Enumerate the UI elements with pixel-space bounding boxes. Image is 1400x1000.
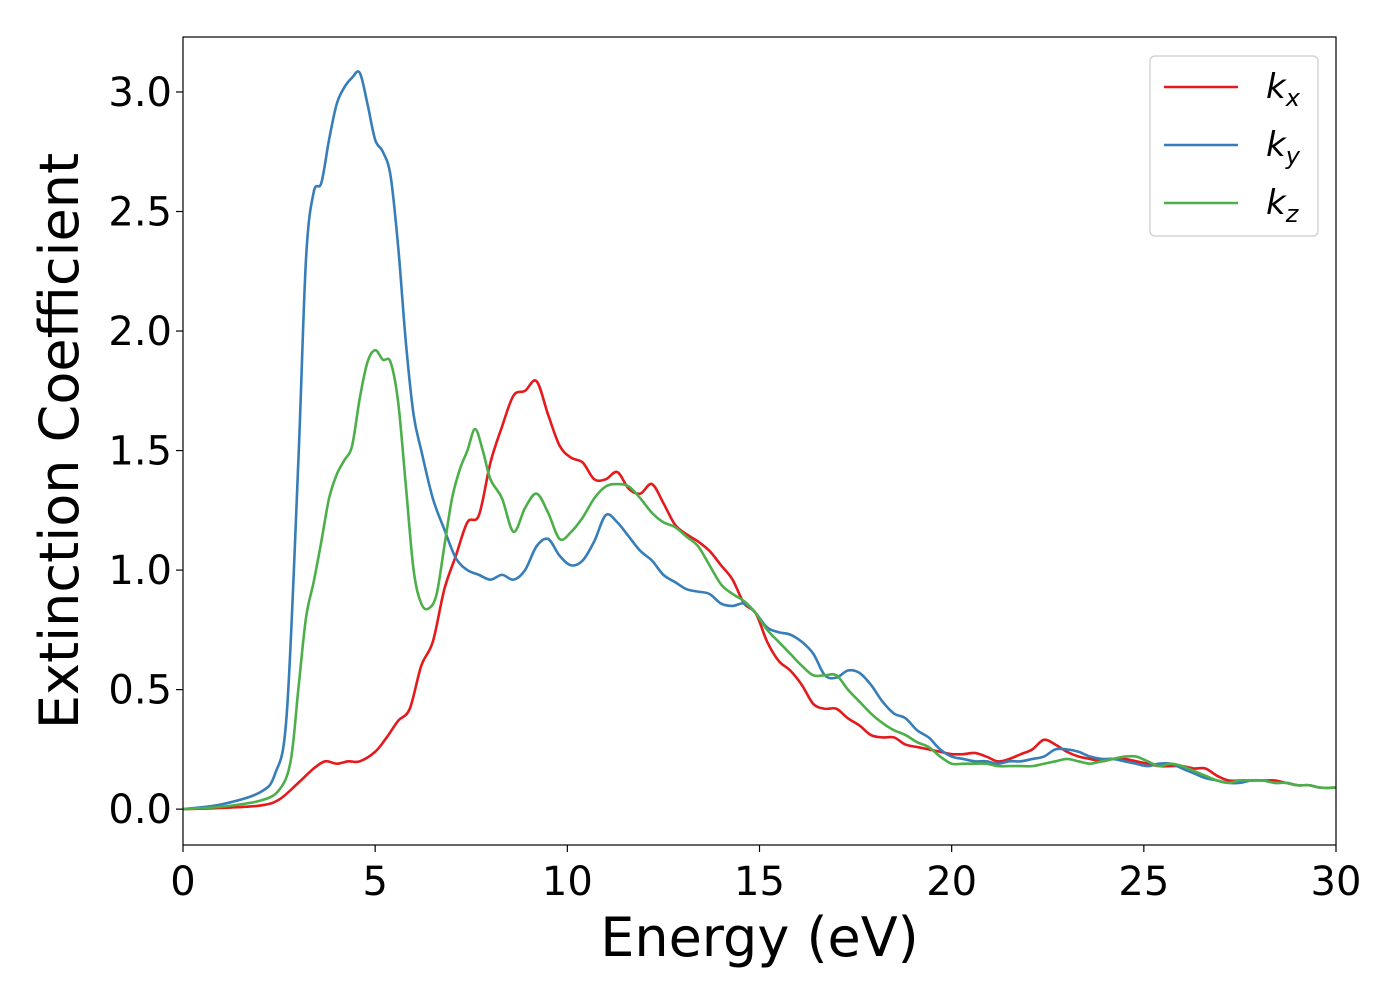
x-tick-label: 10 bbox=[542, 859, 593, 905]
y-tick-label: 0.0 bbox=[108, 787, 172, 833]
y-tick-label: 2.5 bbox=[108, 190, 172, 236]
x-tick-label: 30 bbox=[1311, 859, 1362, 905]
legend-label-ky: ky bbox=[1266, 125, 1301, 170]
series-line-kz bbox=[182, 348, 1337, 811]
y-tick-label: 3.0 bbox=[108, 70, 172, 116]
y-tick-label: 1.5 bbox=[108, 429, 172, 475]
y-axis-label: Extinction Coefficient bbox=[28, 153, 91, 729]
y-tick-label: 1.0 bbox=[108, 548, 172, 594]
series-line-ky bbox=[182, 70, 1337, 811]
x-tick-label: 20 bbox=[926, 859, 977, 905]
y-tick-label: 2.0 bbox=[108, 309, 172, 355]
series-layer bbox=[182, 70, 1337, 811]
plot-background bbox=[183, 37, 1336, 845]
x-axis-ticks: 0 5 10 15 20 25 30 bbox=[170, 845, 1361, 905]
x-tick-label: 25 bbox=[1118, 859, 1169, 905]
x-tick-label: 15 bbox=[734, 859, 785, 905]
y-axis-ticks: 0.0 0.5 1.0 1.5 2.0 2.5 3.0 bbox=[108, 70, 183, 833]
y-tick-label: 0.5 bbox=[108, 668, 172, 714]
x-tick-label: 5 bbox=[362, 859, 387, 905]
legend-label-kx: kx bbox=[1266, 67, 1301, 112]
x-tick-label: 0 bbox=[170, 859, 195, 905]
legend-label-kz: kz bbox=[1266, 183, 1300, 228]
legend: kx ky kz bbox=[1149, 55, 1319, 237]
x-axis-label: Energy (eV) bbox=[600, 906, 919, 969]
